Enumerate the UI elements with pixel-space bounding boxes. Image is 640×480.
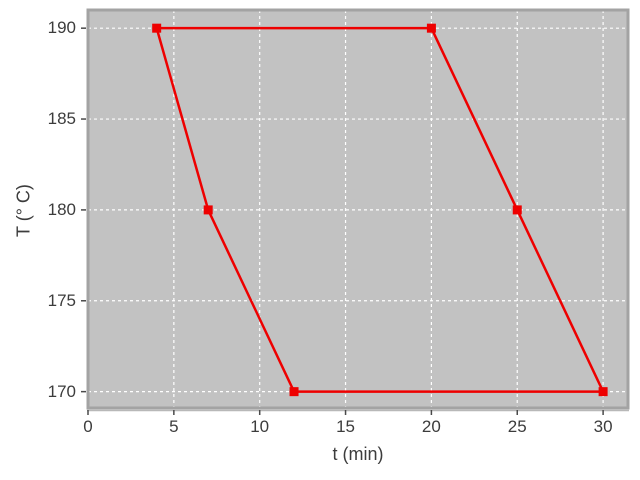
x-tick-label: 15 xyxy=(336,417,355,436)
x-tick-label: 10 xyxy=(250,417,270,436)
data-point-marker xyxy=(598,387,608,397)
data-point-marker xyxy=(512,205,522,215)
data-point-marker xyxy=(426,23,436,33)
y-tick-label: 180 xyxy=(47,199,76,219)
data-point-marker xyxy=(203,205,213,215)
y-tick-label: 190 xyxy=(47,18,76,38)
plot-area xyxy=(88,10,628,408)
plot-border xyxy=(86,8,630,410)
y-tick-label: 185 xyxy=(47,109,76,129)
x-tick-label: 30 xyxy=(593,417,613,436)
x-tick-label: 20 xyxy=(421,417,441,436)
y-tick-label: 170 xyxy=(47,381,76,401)
data-series xyxy=(152,23,608,397)
y-tick-label: 175 xyxy=(47,290,76,310)
plot-background xyxy=(88,10,628,408)
x-axis-title: t (min) xyxy=(332,444,384,464)
axis-ticks xyxy=(81,27,604,415)
plot-frame xyxy=(86,8,630,412)
x-tick-label: 25 xyxy=(507,417,527,436)
data-point-marker xyxy=(289,387,299,397)
data-point-marker xyxy=(152,23,162,33)
y-axis-title: T (° C) xyxy=(13,184,34,237)
x-tick-label: 5 xyxy=(169,417,179,436)
x-tick-label: 0 xyxy=(83,417,93,436)
